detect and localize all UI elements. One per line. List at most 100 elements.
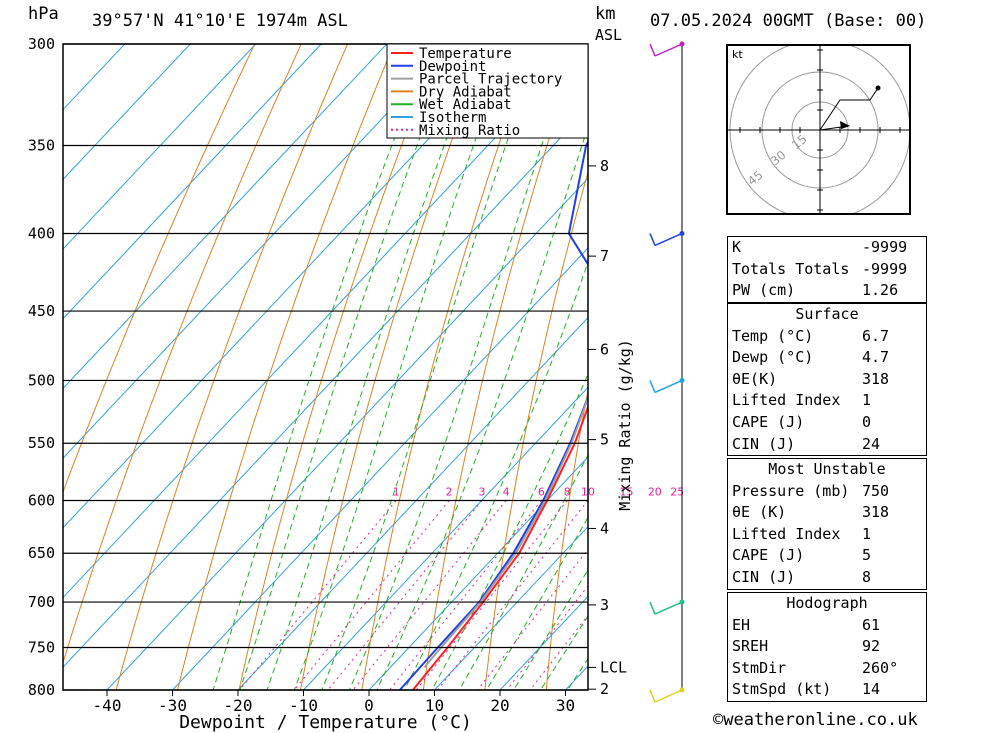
hodograph-stat-label: SREH [732, 637, 769, 656]
hodograph-stat-label: EH [732, 615, 751, 634]
surface-table: Surface Temp (°C) 6.7 Dewp (°C) 4.7 θE(K) 318 L… [727, 303, 927, 457]
hodograph-ring-label: 30 [768, 148, 789, 169]
mixing-ratio-line [529, 614, 588, 690]
km-tick-label: 3 [600, 596, 609, 614]
most-unstable-value: 5 [862, 546, 872, 565]
wind-barb [654, 232, 683, 247]
mixing-ratio-label: 2 [446, 486, 453, 499]
pressure-tick-label: 300 [28, 35, 55, 53]
most-unstable-label: CIN (J) [732, 567, 796, 586]
isotherm-line [63, 44, 257, 250]
general-label: Totals Totals [732, 259, 850, 278]
isotherm-line [172, 247, 588, 690]
isotherm-line [63, 44, 191, 181]
wind-barb-flag [649, 380, 656, 393]
x-tick-label: 0 [364, 696, 374, 715]
most-unstable-title: Most Unstable [768, 460, 886, 478]
surface-value: 1 [862, 391, 872, 410]
hodograph-stat-row: StmDir 260° [728, 658, 926, 680]
surface-label: Temp (°C) [732, 326, 814, 345]
hodograph-stat-label: StmSpd (kt) [732, 680, 832, 699]
mixing-ratio-label: 6 [538, 486, 545, 499]
surface-label: θE(K) [732, 369, 778, 388]
km-tick-label: 6 [600, 340, 609, 358]
isotherm-line [63, 44, 322, 320]
x-tick-label: -40 [93, 696, 122, 715]
surface-value: 24 [862, 434, 881, 453]
most-unstable-label: Pressure (mb) [732, 481, 850, 500]
mixing-ratio-label: 1 [393, 486, 400, 499]
km-tick-label: 4 [600, 519, 609, 537]
wind-barb-flag [649, 601, 656, 615]
km-tick-label: 5 [600, 431, 609, 449]
legend-label: Isotherm [419, 110, 486, 126]
hodograph-stat-row: EH 61 [728, 615, 926, 637]
surface-row: Dewp (°C) 4.7 [728, 347, 926, 369]
dewpoint-profile [399, 139, 588, 690]
pressure-tick-label: 500 [28, 371, 55, 389]
pressure-tick-label: 650 [28, 544, 55, 562]
x-axis-label: Dewpoint / Temperature (°C) [179, 712, 472, 733]
isotherm-line [434, 525, 588, 690]
x-tick-label: -20 [224, 696, 253, 715]
isotherm-line [63, 44, 584, 599]
wind-barb [654, 379, 683, 394]
x-tick-label: 20 [490, 696, 509, 715]
pressure-tick-label: 400 [28, 224, 55, 242]
general-row: K -9999 [728, 237, 926, 259]
hodograph-stat-value: 92 [862, 637, 881, 656]
pressure-tick-label: 700 [28, 593, 55, 611]
surface-value: 4.7 [862, 348, 890, 367]
hodograph-stat-title: Hodograph [786, 594, 868, 612]
most-unstable-table: Most Unstable Pressure (mb) 750 θE (K) 318 Li… [727, 458, 927, 590]
mixing-ratio-label: 10 [581, 486, 595, 499]
hodograph-unit-label: kt [732, 48, 743, 61]
general-value: -9999 [862, 259, 908, 278]
wind-barb-flag [649, 689, 656, 703]
isotherm-line [106, 177, 588, 690]
km-tick-label: 2 [600, 680, 609, 698]
surface-label: Lifted Index [732, 391, 841, 410]
dry-adiabat-line [965, 0, 1000, 698]
most-unstable-label: θE (K) [732, 503, 787, 522]
legend-label: Dry Adiabat [419, 84, 512, 100]
hodograph-stat-value: 61 [862, 615, 881, 634]
surface-row: CIN (J) 24 [728, 434, 926, 456]
dry-adiabat-line [484, 170, 588, 690]
location-title: 39°57'N 41°10'E 1974m ASL [92, 11, 348, 31]
legend-label: Dewpoint [419, 59, 486, 75]
general-indices-table: K -9999 Totals Totals -9999 PW (cm) 1.26 [727, 236, 927, 303]
hodograph-end-point [875, 85, 881, 91]
mixing-ratio-label: 8 [564, 486, 571, 499]
mixing-ratio-line [389, 500, 542, 690]
most-unstable-row: CIN (J) 8 [728, 567, 926, 589]
km-tick-label: LCL [600, 658, 627, 676]
isotherm-line [63, 44, 519, 529]
legend-label: Parcel Trajectory [419, 72, 562, 88]
mixing-ratio-line [327, 500, 483, 690]
hodograph-ring-label: 45 [745, 168, 766, 189]
x-tick-label: -30 [158, 696, 187, 715]
most-unstable-row: θE (K) 318 [728, 502, 926, 524]
pressure-tick-label: 750 [28, 638, 55, 656]
surface-label: Dewp (°C) [732, 348, 814, 367]
most-unstable-value: 8 [862, 567, 872, 586]
km-tick-label: 8 [600, 157, 609, 175]
most-unstable-row: Lifted Index 1 [728, 524, 926, 546]
x-tick-label: 30 [556, 696, 575, 715]
dry-adiabat-line [115, 44, 349, 690]
mixing-ratio-line [415, 500, 568, 690]
surface-label: CAPE (J) [732, 412, 805, 431]
mixing-ratio-label: 20 [648, 486, 662, 499]
isotherm-line [303, 386, 588, 690]
x-tick-label: 10 [425, 696, 444, 715]
mixing-ratio-label: 3 [478, 486, 485, 499]
most-unstable-row: Pressure (mb) 750 [728, 481, 926, 503]
most-unstable-value: 750 [862, 481, 890, 500]
dry-adiabat-line [177, 44, 395, 690]
mixing-ratio-label: 25 [670, 486, 684, 499]
storm-motion-arrowhead [840, 121, 850, 129]
